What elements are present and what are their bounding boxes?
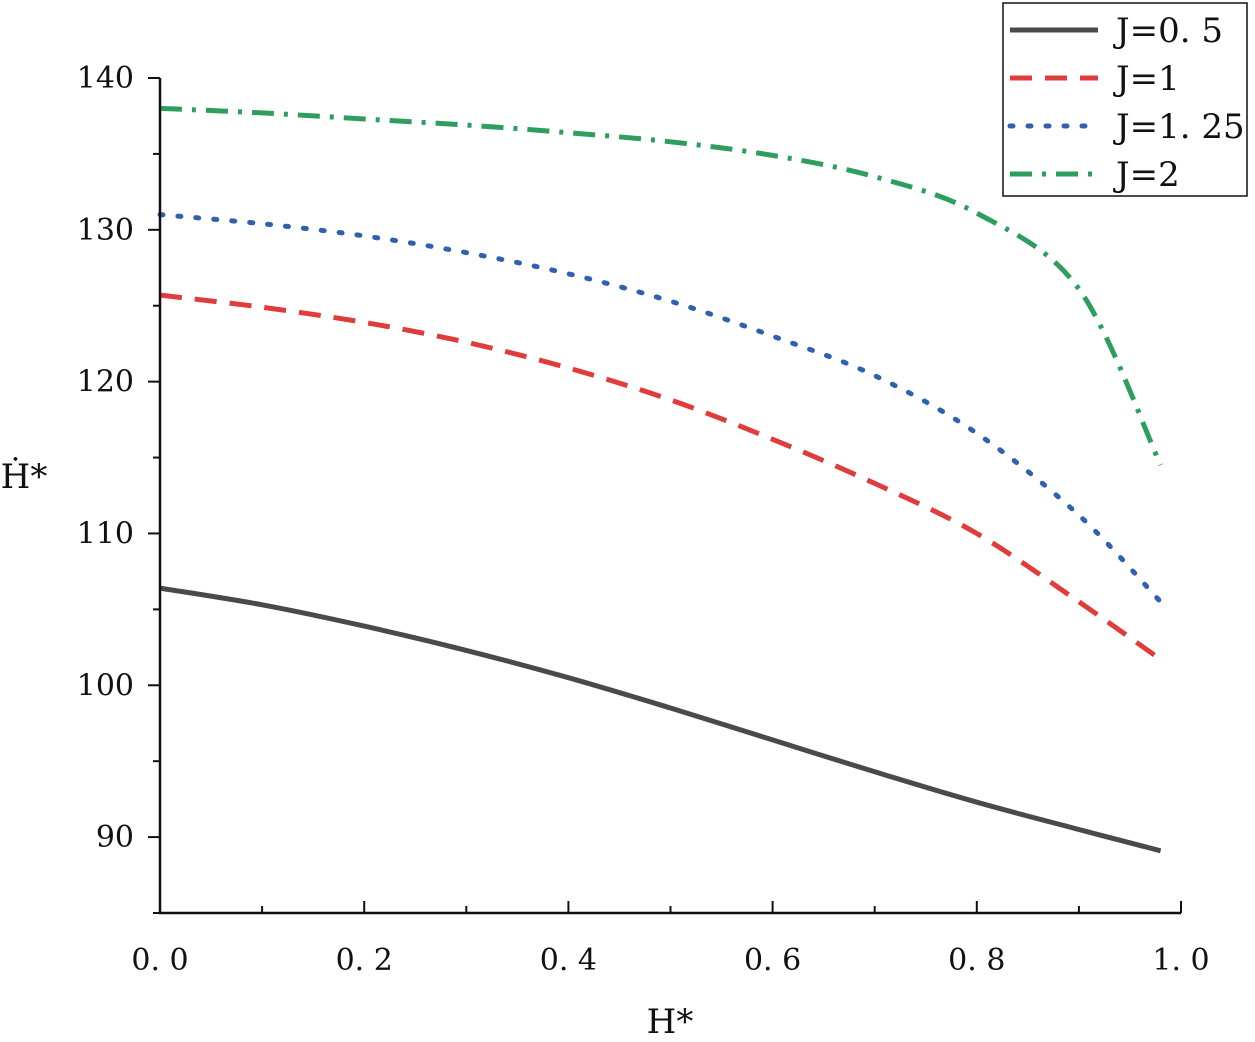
y-axis-label: Ḣ* (1, 457, 48, 497)
legend-box (1002, 2, 1248, 197)
legend: J=0. 5 J=1 J=1. 25 J=2 (1002, 2, 1248, 197)
legend-label-2: J=1. 25 (1113, 107, 1245, 147)
x-tick-label: 0. 6 (744, 943, 801, 978)
x-tick-label: 1. 0 (1152, 943, 1209, 978)
series-line-3 (159, 105, 1163, 467)
y-tick-label: 130 (77, 213, 134, 248)
y-tick-label: 140 (77, 61, 134, 96)
series-layer (157, 105, 1164, 854)
legend-label-1: J=1 (1113, 59, 1180, 99)
y-tick-label: 120 (77, 365, 134, 400)
y-tick-label: 90 (96, 820, 134, 855)
y-tick-label: 100 (77, 668, 134, 703)
y-tick-label: 110 (77, 516, 134, 551)
axes (148, 77, 1182, 915)
series-line-1 (159, 292, 1163, 662)
x-tick-label: 0. 2 (336, 943, 393, 978)
series-line-0 (159, 585, 1162, 854)
x-axis-label: H* (647, 1002, 694, 1042)
series-line-2 (157, 212, 1164, 605)
tick-labels: 0. 0 0. 2 0. 4 0. 6 0. 8 1. 0 90 100 110 120 130 14… (77, 61, 1210, 978)
legend-label-0: J=0. 5 (1113, 11, 1223, 51)
x-tick-label: 0. 0 (131, 943, 188, 978)
x-tick-label: 0. 8 (948, 943, 1005, 978)
legend-label-3: J=2 (1113, 155, 1180, 195)
x-tick-label: 0. 4 (540, 943, 597, 978)
